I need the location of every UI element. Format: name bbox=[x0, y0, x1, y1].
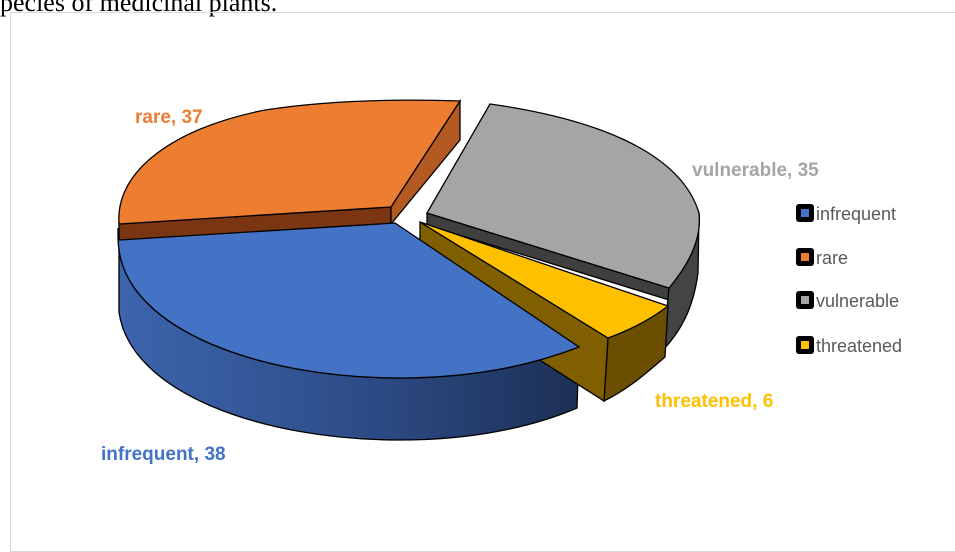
legend-label-infrequent: infrequent bbox=[816, 204, 896, 224]
legend-item-vulnerable: vulnerable bbox=[796, 291, 899, 311]
pie-chart: rare, 37 vulnerable, 35 threatened, 6 in… bbox=[101, 98, 902, 465]
legend-label-rare: rare bbox=[816, 248, 848, 268]
legend-item-infrequent: infrequent bbox=[796, 204, 896, 224]
data-labels: rare, 37 vulnerable, 35 threatened, 6 in… bbox=[101, 107, 819, 465]
legend-swatch-infrequent bbox=[801, 209, 809, 217]
slice-vulnerable bbox=[426, 103, 701, 289]
legend-swatch-threatened bbox=[801, 341, 809, 349]
legend: infrequent rare vulnerable threatened bbox=[796, 204, 902, 356]
slice-threatened bbox=[419, 221, 670, 339]
slice-infrequent bbox=[117, 222, 581, 379]
legend-label-vulnerable: vulnerable bbox=[816, 291, 899, 311]
data-label-vulnerable: vulnerable, 35 bbox=[692, 160, 819, 181]
legend-item-rare: rare bbox=[796, 248, 848, 268]
legend-item-threatened: threatened bbox=[796, 336, 902, 356]
legend-swatch-rare bbox=[801, 253, 809, 261]
slice-tops bbox=[117, 99, 701, 379]
slice-side-threatened bbox=[603, 304, 669, 403]
slice-rare bbox=[118, 99, 462, 225]
legend-label-threatened: threatened bbox=[816, 336, 902, 356]
data-label-rare: rare, 37 bbox=[135, 107, 203, 128]
data-label-threatened: threatened, 6 bbox=[655, 391, 773, 412]
data-label-infrequent: infrequent, 38 bbox=[101, 444, 226, 465]
legend-swatch-vulnerable bbox=[801, 296, 809, 304]
